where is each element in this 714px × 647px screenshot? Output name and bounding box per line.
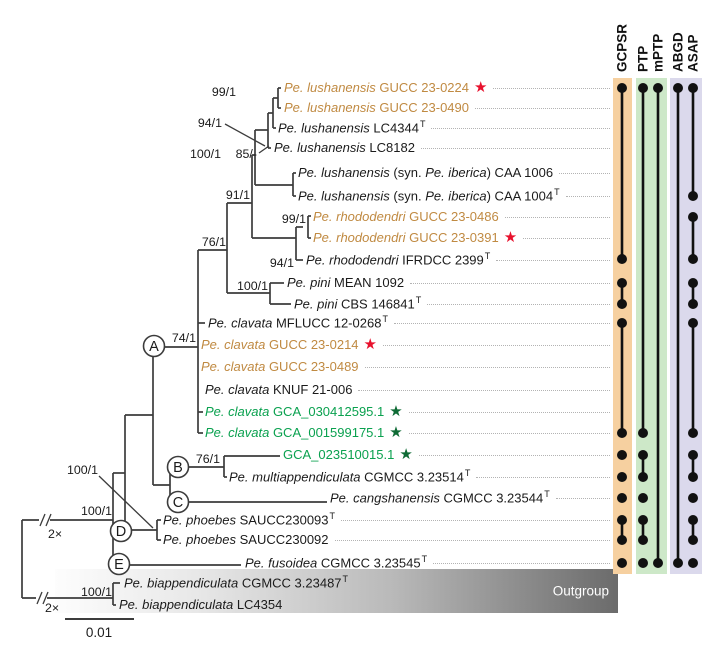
support-callout-line <box>258 145 270 154</box>
species-delimitation-dot <box>688 428 698 438</box>
species-delimitation-dot <box>617 472 627 482</box>
species-delimitation-dot <box>617 318 627 328</box>
support-value: 2× <box>45 601 59 615</box>
column-header-mptp: mPTP <box>651 34 666 72</box>
species-delimitation-dot <box>617 254 627 264</box>
species-delimitation-dot <box>638 515 648 525</box>
method-column-band <box>636 78 667 574</box>
species-delimitation-dot <box>653 558 663 568</box>
clade-marker-E: E <box>107 552 131 576</box>
species-delimitation-dot <box>638 428 648 438</box>
clade-circle <box>142 334 166 358</box>
species-delimitation-dot <box>617 515 627 525</box>
species-delimitation-dot <box>638 450 648 460</box>
clade-letter: B <box>173 460 183 476</box>
outgroup-band: Outgroup <box>55 569 618 613</box>
clade-circle <box>107 552 131 576</box>
scale-bar-label: 0.01 <box>86 625 112 640</box>
support-value: 76/1 <box>196 452 220 466</box>
support-value: 94/1 <box>198 116 222 130</box>
support-value: 2× <box>48 527 62 541</box>
species-delimitation-dot <box>688 212 698 222</box>
species-delimitation-dot <box>688 450 698 460</box>
species-delimitation-dot <box>638 558 648 568</box>
species-delimitation-dot <box>688 515 698 525</box>
clade-marker-C: C <box>166 490 190 514</box>
column-header-abgd: ABGD <box>671 32 686 72</box>
species-delimitation-dot <box>617 299 627 309</box>
branch-break-slash <box>45 513 52 527</box>
species-delimitation-dot <box>688 472 698 482</box>
species-delimitation-dot <box>617 450 627 460</box>
branch-break-slash <box>39 513 46 527</box>
clade-circle <box>166 490 190 514</box>
clade-letter: E <box>114 557 124 573</box>
species-delimitation-dot <box>688 535 698 545</box>
species-delimitation-dot <box>673 558 683 568</box>
branch-break-slash <box>36 591 43 605</box>
support-value: 99/1 <box>282 212 306 226</box>
column-header-asap: ASAP <box>686 34 701 72</box>
species-delimitation-dot <box>688 318 698 328</box>
support-value: 100/1 <box>67 463 98 477</box>
species-delimitation-dot <box>673 83 683 93</box>
species-delimitation-dot <box>617 83 627 93</box>
species-delimitation-dot <box>617 493 627 503</box>
species-delimitation-dot <box>688 83 698 93</box>
support-value: 91/1 <box>226 188 250 202</box>
support-value: 100/1 <box>190 147 221 161</box>
species-delimitation-dot <box>617 428 627 438</box>
support-value: 99/1 <box>212 85 236 99</box>
support-callout-line <box>224 123 266 147</box>
clade-marker-A: A <box>142 334 166 358</box>
clade-letter: A <box>149 339 159 355</box>
support-callout-line <box>98 475 154 529</box>
species-delimitation-dot <box>688 493 698 503</box>
species-delimitation-dot <box>653 83 663 93</box>
column-header-gcpsr: GCPSR <box>615 24 630 72</box>
column-header-ptp: PTP <box>636 46 651 72</box>
support-value: 85/- <box>236 147 257 161</box>
support-value: 100/1 <box>81 504 112 518</box>
species-delimitation-dot <box>638 535 648 545</box>
support-value: 74/1 <box>172 331 196 345</box>
species-delimitation-dot <box>688 254 698 264</box>
support-value: 100/1 <box>81 585 112 599</box>
support-value: 100/1 <box>237 279 268 293</box>
species-delimitation-dot <box>638 83 648 93</box>
clade-marker-D: D <box>109 519 133 543</box>
clade-circle <box>166 455 190 479</box>
branch-break-slash <box>42 591 49 605</box>
branch-break-gap <box>39 516 50 524</box>
clade-marker-B: B <box>166 455 190 479</box>
clade-circle <box>109 519 133 543</box>
species-delimitation-dot <box>688 299 698 309</box>
species-delimitation-dot <box>617 278 627 288</box>
species-delimitation-dot <box>617 535 627 545</box>
species-delimitation-dot <box>688 191 698 201</box>
outgroup-label: Outgroup <box>552 583 609 599</box>
species-delimitation-dot <box>617 558 627 568</box>
species-delimitation-dot <box>688 558 698 568</box>
support-value: 94/1 <box>270 256 294 270</box>
clade-letter: D <box>116 524 126 540</box>
species-delimitation-dot <box>638 493 648 503</box>
species-delimitation-dot <box>688 278 698 288</box>
branch-break-gap <box>36 594 47 602</box>
clade-letter: C <box>173 495 183 511</box>
support-value: 76/1 <box>202 235 226 249</box>
species-delimitation-dot <box>638 472 648 482</box>
